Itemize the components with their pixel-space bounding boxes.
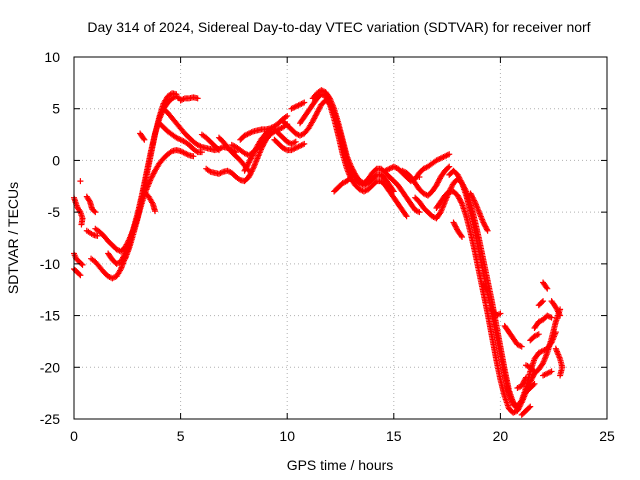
data-point bbox=[526, 404, 533, 411]
data-point bbox=[77, 178, 84, 185]
x-axis-label: GPS time / hours bbox=[287, 457, 394, 473]
data-point bbox=[215, 147, 222, 154]
data-point bbox=[190, 153, 197, 160]
data-point bbox=[518, 400, 525, 407]
data-point bbox=[86, 197, 93, 204]
data-point bbox=[543, 284, 550, 291]
data-point bbox=[514, 405, 521, 412]
y-axis-label: SDTVAR / TECUs bbox=[5, 182, 21, 294]
data-point bbox=[497, 310, 504, 317]
data-point bbox=[458, 178, 465, 185]
y-tick-label: -10 bbox=[40, 256, 60, 272]
data-point bbox=[471, 197, 478, 204]
data-point bbox=[458, 199, 465, 206]
plot-frame bbox=[73, 56, 608, 420]
data-point bbox=[527, 403, 534, 410]
data-point bbox=[94, 232, 101, 239]
data-point bbox=[92, 209, 99, 216]
data-point bbox=[403, 213, 410, 220]
data-point bbox=[518, 343, 525, 350]
data-point bbox=[538, 299, 545, 306]
data-point bbox=[547, 313, 554, 320]
data-point bbox=[416, 173, 423, 180]
data-point bbox=[446, 151, 453, 158]
axis-ticks bbox=[73, 56, 608, 420]
data-point bbox=[348, 173, 355, 180]
data-point bbox=[458, 232, 465, 239]
x-tick-label: 25 bbox=[599, 428, 615, 444]
x-tick-label: 15 bbox=[386, 428, 402, 444]
data-point bbox=[140, 135, 147, 142]
data-point bbox=[544, 285, 551, 292]
data-point bbox=[535, 331, 542, 338]
data-point bbox=[557, 372, 564, 379]
data-point bbox=[556, 311, 563, 318]
data-point bbox=[531, 368, 538, 375]
data-point bbox=[530, 381, 537, 388]
data-point bbox=[557, 312, 564, 319]
data-point bbox=[76, 271, 83, 278]
data-point bbox=[484, 287, 491, 294]
data-point bbox=[548, 368, 555, 375]
data-point bbox=[515, 384, 522, 391]
data-point bbox=[483, 286, 490, 293]
data-point bbox=[291, 139, 298, 146]
data-point bbox=[91, 208, 98, 215]
data-point bbox=[402, 212, 409, 219]
data-point bbox=[198, 149, 205, 156]
data-point bbox=[484, 227, 491, 234]
data-point bbox=[110, 274, 117, 281]
y-tick-label: -15 bbox=[40, 308, 60, 324]
data-point bbox=[284, 112, 291, 119]
data-point bbox=[459, 233, 466, 240]
data-point bbox=[445, 164, 452, 171]
data-point bbox=[78, 221, 85, 228]
data-point bbox=[513, 404, 520, 411]
data-point bbox=[301, 99, 308, 106]
data-point bbox=[530, 367, 537, 374]
data-point bbox=[289, 140, 296, 147]
data-point bbox=[79, 261, 86, 268]
y-tick-labels: -25 -20 -15 -10 -5 0 5 10 bbox=[40, 49, 60, 427]
data-point bbox=[76, 207, 83, 214]
data-point bbox=[180, 96, 187, 103]
data-point bbox=[249, 167, 256, 174]
x-tick-label: 20 bbox=[493, 428, 509, 444]
data-point bbox=[522, 376, 529, 383]
data-point bbox=[347, 175, 354, 182]
x-tick-label: 0 bbox=[70, 428, 78, 444]
data-point bbox=[214, 146, 221, 153]
x-tick-label: 5 bbox=[177, 428, 185, 444]
data-point bbox=[301, 140, 308, 147]
data-point bbox=[540, 298, 547, 305]
data-point bbox=[194, 95, 201, 102]
y-tick-label: 10 bbox=[44, 49, 60, 65]
x-tick-label: 10 bbox=[279, 428, 295, 444]
data-points bbox=[71, 87, 566, 418]
data-point bbox=[522, 374, 529, 381]
data-point bbox=[152, 208, 159, 215]
y-tick-label: -5 bbox=[48, 204, 61, 220]
data-point bbox=[141, 136, 148, 143]
y-tick-label: 5 bbox=[52, 101, 60, 117]
data-point bbox=[77, 272, 84, 279]
data-point bbox=[548, 314, 555, 321]
data-point bbox=[218, 169, 225, 176]
y-tick-label: 0 bbox=[52, 152, 60, 168]
x-tick-labels: 0 5 10 15 20 25 bbox=[70, 428, 615, 444]
data-point bbox=[446, 163, 453, 170]
y-tick-label: -25 bbox=[40, 411, 60, 427]
y-tick-label: -20 bbox=[40, 359, 60, 375]
data-point bbox=[416, 209, 423, 216]
data-point bbox=[173, 91, 180, 98]
data-point bbox=[531, 380, 538, 387]
data-point bbox=[292, 138, 299, 145]
chart-title: Day 314 of 2024, Sidereal Day-to-day VTE… bbox=[87, 19, 590, 35]
data-point bbox=[483, 226, 490, 233]
